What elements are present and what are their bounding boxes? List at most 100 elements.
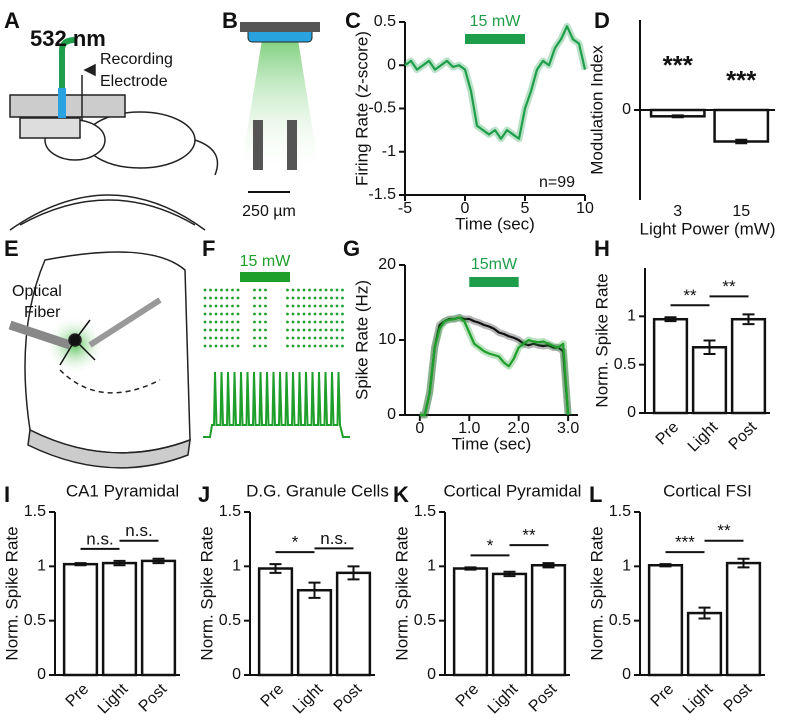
y-axis-label: Spike Rate (Hz)	[352, 280, 371, 400]
y-tick-label: -1	[382, 143, 396, 160]
bar	[491, 572, 528, 677]
raster-dot	[253, 304, 256, 308]
bar	[647, 563, 684, 677]
raster-dot	[258, 312, 262, 316]
light-bar	[240, 272, 290, 282]
raster-dot	[220, 312, 223, 316]
raster-dot	[319, 328, 322, 332]
significance: n.s.	[86, 529, 113, 548]
error-bar	[703, 339, 716, 356]
error-bar	[269, 563, 282, 574]
significance: ***	[726, 65, 757, 95]
bar	[725, 561, 762, 677]
error-bar	[308, 581, 321, 599]
raster-dot	[225, 312, 229, 316]
raster-dot	[286, 328, 289, 332]
error-bar	[664, 316, 677, 323]
raster-dot	[330, 288, 333, 292]
raster-dot	[286, 320, 289, 324]
x-tick-label: Pre	[648, 681, 678, 711]
raster-dot	[302, 344, 306, 348]
raster-dot	[291, 344, 295, 348]
raster-dot	[297, 328, 300, 332]
y-tick-label: 0.5	[219, 612, 241, 629]
raster-dot	[308, 296, 311, 300]
raster-dot	[264, 296, 267, 300]
raster-dot	[231, 336, 234, 340]
raster-dot	[258, 336, 262, 340]
raster-dot	[313, 344, 317, 348]
raster-dot	[324, 320, 328, 324]
raster-dot	[335, 320, 339, 324]
raster-dot	[236, 296, 240, 300]
light-label: 15 mW	[240, 253, 292, 270]
raster-dot	[341, 304, 344, 308]
x-tick-label: 0	[415, 420, 424, 437]
error-bar	[152, 557, 165, 565]
y-tick-label: 0.5	[414, 612, 436, 629]
y-axis-label: Norm. Spike Rate	[2, 526, 21, 660]
x-tick-label: 15	[732, 203, 750, 220]
raster-dot	[330, 344, 333, 348]
label-a: Electrode	[100, 73, 168, 90]
x-tick-label: 2.0	[508, 420, 530, 437]
raster-dot	[231, 328, 234, 332]
panel-label: A	[4, 8, 20, 33]
raster-dot	[214, 296, 218, 300]
raster-dot	[302, 320, 306, 324]
raster-dot	[291, 312, 295, 316]
y-tick-label: 1.5	[414, 503, 436, 520]
raster-dot	[236, 344, 240, 348]
bar	[62, 562, 99, 677]
x-tick-label: 5	[521, 200, 530, 217]
y-axis-label: Modulation Index	[587, 45, 606, 175]
x-tick-label: 10	[576, 200, 594, 217]
significance: n.s.	[320, 529, 347, 548]
raster-dot	[297, 296, 300, 300]
raster-dot	[236, 320, 240, 324]
raster-dot	[313, 312, 317, 316]
raster-dot	[220, 328, 223, 332]
raster-dot	[209, 344, 212, 348]
raster-dot	[308, 304, 311, 308]
raster-dot	[214, 320, 218, 324]
raster-dot	[258, 304, 262, 308]
bar	[257, 567, 294, 677]
raster-dot	[335, 344, 339, 348]
light-bar	[469, 277, 519, 287]
bar	[140, 559, 177, 677]
raster-dot	[225, 328, 229, 332]
raster-dot	[209, 328, 212, 332]
raster-dot	[313, 336, 317, 340]
significance: *	[292, 533, 299, 552]
y-tick-label: 0	[37, 666, 46, 683]
y-tick-label: 0	[427, 666, 436, 683]
raster-dot	[324, 328, 328, 332]
significance: ***	[675, 533, 695, 552]
raster-dot	[324, 304, 328, 308]
scale-label: 250 µm	[242, 203, 296, 220]
light-bar	[465, 34, 525, 44]
raster-dot	[291, 296, 295, 300]
raster-dot	[286, 288, 289, 292]
raster-dot	[313, 304, 317, 308]
raster-dot	[258, 344, 262, 348]
slice-diagram	[8, 251, 191, 469]
panel-label: D	[594, 8, 610, 33]
raster-dot	[341, 344, 344, 348]
raster-dot	[258, 296, 262, 300]
panel-label: F	[202, 236, 215, 261]
raster-dot	[258, 320, 262, 324]
raster-dot	[220, 288, 223, 292]
raster-dot	[264, 344, 267, 348]
raster-dot	[297, 344, 300, 348]
x-tick-label: 0	[461, 200, 470, 217]
error-bar	[113, 559, 126, 567]
raster-dot	[236, 288, 240, 292]
error-bar	[671, 114, 684, 119]
light-label: 15 mW	[470, 13, 522, 30]
y-axis-label: Norm. Spike Rate	[197, 526, 216, 660]
raster-dot	[302, 312, 306, 316]
x-tick-label: Light	[685, 418, 722, 455]
